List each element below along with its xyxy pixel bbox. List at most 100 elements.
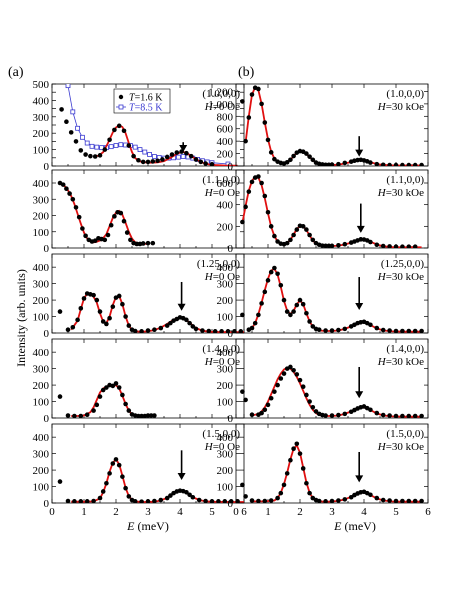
field-label: H=30 kOe — [377, 441, 424, 453]
data-point-t85 — [180, 154, 186, 159]
data-point — [294, 372, 300, 377]
data-point — [313, 409, 319, 414]
data-point — [275, 382, 280, 388]
data-point — [265, 402, 271, 408]
data-point — [72, 413, 77, 418]
data-point — [272, 265, 277, 271]
data-point — [65, 327, 71, 333]
field-label: H=30 kOe — [377, 271, 424, 283]
data-point — [268, 224, 274, 229]
data-point — [97, 153, 103, 158]
data-point — [116, 293, 122, 299]
data-point — [323, 243, 328, 248]
data-point-t85 — [108, 144, 114, 150]
plot-area — [57, 180, 156, 247]
data-point — [368, 322, 373, 328]
y-tick-label: 300 — [33, 364, 50, 376]
data-point — [262, 498, 268, 503]
x-tick-label: 4 — [361, 506, 367, 518]
data-point — [57, 479, 63, 484]
data-point — [406, 498, 412, 503]
data-point — [158, 325, 164, 331]
y-tick-label: 100 — [217, 312, 234, 324]
data-point — [168, 493, 173, 498]
y-tick-label: 0 — [44, 498, 50, 510]
data-point — [281, 482, 287, 488]
y-tick-label: 200 — [217, 295, 234, 307]
data-point — [169, 152, 175, 157]
data-point — [291, 367, 296, 373]
data-point — [219, 329, 224, 333]
data-point — [75, 317, 80, 323]
arrow-head — [355, 475, 364, 483]
y-tick-label: 300 — [33, 194, 50, 206]
data-point — [412, 413, 418, 418]
data-point-t85 — [89, 143, 95, 149]
data-point — [297, 377, 303, 383]
data-point — [132, 499, 138, 503]
data-point — [100, 319, 106, 324]
data-point — [222, 499, 228, 503]
data-point — [307, 399, 312, 404]
data-point — [342, 160, 348, 166]
data-point — [288, 312, 293, 318]
data-point — [393, 413, 399, 418]
data-point — [59, 107, 64, 112]
data-point — [272, 233, 277, 239]
data-point — [140, 241, 146, 246]
data-point — [281, 371, 287, 376]
arrow-head — [177, 303, 186, 311]
data-point — [193, 326, 199, 332]
x-axis-title-left: E (meV) — [126, 519, 169, 533]
data-point — [120, 474, 125, 479]
y-tick-label: 400 — [33, 432, 50, 444]
data-point-t85 — [75, 125, 80, 131]
y-tick-label: 200 — [33, 211, 50, 223]
y-tick-label: 200 — [33, 128, 50, 140]
data-point — [368, 239, 373, 245]
data-point — [92, 238, 98, 243]
data-point — [284, 471, 290, 476]
x-tick-label: 6 — [425, 506, 431, 518]
data-point — [70, 324, 76, 330]
data-point — [126, 494, 132, 499]
data-point — [64, 119, 69, 125]
data-point — [155, 158, 160, 164]
data-point — [304, 227, 309, 232]
arrow-head — [177, 472, 186, 480]
data-point — [235, 499, 240, 503]
x-tick-label: 2 — [113, 506, 119, 518]
data-point — [228, 499, 234, 503]
field-label: H=0 Oe — [204, 271, 240, 283]
data-point — [412, 244, 418, 248]
data-point — [336, 412, 341, 418]
q-label: (1.1,0,0) — [386, 174, 424, 186]
y-tick-label: 400 — [33, 178, 50, 190]
data-point — [190, 494, 196, 500]
data-point — [60, 182, 66, 187]
data-point — [203, 498, 208, 503]
data-point — [406, 413, 412, 418]
y-tick-label: 0 — [44, 243, 50, 255]
y-tick-label: 1,200 — [208, 86, 233, 98]
data-point-t85 — [70, 109, 76, 115]
q-label: (1.25,0,0) — [197, 258, 240, 270]
y-tick-label: 200 — [217, 221, 234, 233]
data-point — [380, 243, 386, 248]
data-point — [329, 162, 335, 166]
y-tick-label: 300 — [33, 449, 50, 461]
data-point — [112, 214, 117, 219]
data-point — [272, 156, 277, 162]
field-label: H=0 Oe — [204, 101, 240, 113]
data-point — [393, 244, 399, 248]
data-point-t85 — [147, 152, 153, 157]
y-tick-label: 0 — [228, 498, 234, 510]
data-point — [126, 323, 132, 328]
y-tick-label: 400 — [217, 136, 234, 148]
data-point — [380, 162, 386, 166]
data-point — [307, 154, 312, 159]
data-point — [268, 150, 274, 155]
